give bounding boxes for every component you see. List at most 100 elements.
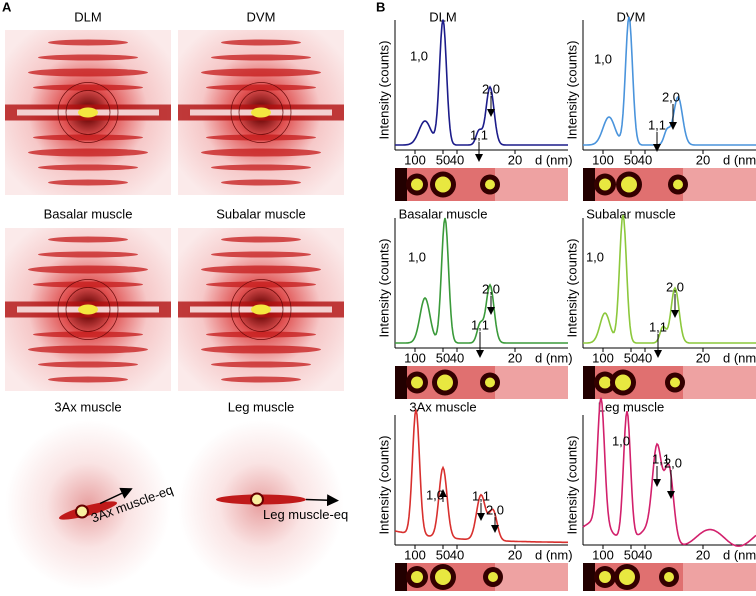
strip-image <box>395 366 568 399</box>
peak-label: 1,0 <box>426 487 444 502</box>
ring <box>65 90 111 135</box>
peak-label: 1,0 <box>408 249 426 264</box>
y-axis-label: Intensity (counts) <box>376 436 391 535</box>
x-tick-label: 40 <box>450 350 464 365</box>
center-spot <box>251 107 271 118</box>
layer-line <box>221 236 301 243</box>
x-axis-label: d (nm) <box>535 152 573 167</box>
profile-title: 3Ax muscle <box>409 399 476 414</box>
strip-spot <box>599 178 611 191</box>
layer-line <box>33 331 143 338</box>
x-tick-label: 20 <box>696 152 710 167</box>
panel-label: B <box>376 0 385 14</box>
profile-curve <box>583 214 756 344</box>
peak-label: 2,0 <box>482 81 500 96</box>
x-tick-label: 50 <box>436 350 450 365</box>
ring <box>57 82 119 143</box>
strip-fade <box>683 563 756 591</box>
strip-spot <box>619 569 635 585</box>
ring <box>238 90 284 135</box>
center-spot <box>78 304 98 315</box>
x-axis-label: d (nm) <box>723 350 756 365</box>
layer-line <box>211 361 311 368</box>
peak-label: 1,0 <box>594 51 612 66</box>
layer-line <box>33 134 143 141</box>
panel-label: A <box>2 0 12 14</box>
layer-line <box>38 164 138 171</box>
layer-line <box>48 179 128 186</box>
peak-label: 1,1 <box>470 127 488 142</box>
x-tick-label: 50 <box>624 547 638 562</box>
profile-curve <box>395 19 568 146</box>
peak-label: 2,0 <box>664 455 682 470</box>
layer-line <box>211 54 311 61</box>
layer-line <box>201 345 321 354</box>
image-bg <box>178 420 344 591</box>
layer-line <box>201 68 321 77</box>
strip-image <box>583 563 756 591</box>
profile-curve <box>583 16 756 146</box>
profile-curve <box>582 397 756 547</box>
strip-edge <box>583 168 595 201</box>
ring <box>65 287 111 332</box>
image-annotation: Leg muscle-eq <box>263 507 348 522</box>
strip-image <box>583 168 756 201</box>
x-tick-label: 50 <box>436 547 450 562</box>
image-title: 3Ax muscle <box>54 399 121 414</box>
peak-label: 1,1 <box>472 488 490 503</box>
peak-label: 1,1 <box>649 319 667 334</box>
peak-label: 2,0 <box>666 279 684 294</box>
peak-label: 2,0 <box>482 281 500 296</box>
profile-title: Leg muscle <box>598 399 664 414</box>
layer-line <box>211 164 311 171</box>
arrow <box>305 494 339 507</box>
strip-edge <box>395 563 407 591</box>
layer-line <box>28 265 148 274</box>
layer-line <box>221 179 301 186</box>
profile-curve <box>395 217 568 344</box>
peak-label: 1,0 <box>612 433 630 448</box>
layer-line <box>221 376 301 383</box>
peak-label: 1,0 <box>410 48 428 63</box>
strip-fade <box>495 168 568 201</box>
center-spot <box>78 107 98 118</box>
y-axis-label: Intensity (counts) <box>376 239 391 338</box>
layer-line <box>38 54 138 61</box>
strip-spot <box>664 572 674 582</box>
strip-spot <box>621 176 637 193</box>
image-title: DVM <box>247 9 276 24</box>
strip-spot <box>411 376 423 389</box>
x-tick-label: 40 <box>638 152 652 167</box>
peak-label: 2,0 <box>486 502 504 517</box>
peak-label: 1,0 <box>586 249 604 264</box>
x-tick-label: 100 <box>592 547 614 562</box>
strip-edge <box>395 168 407 201</box>
layer-line <box>206 331 316 338</box>
layer-line <box>206 84 316 91</box>
strip-spot <box>435 569 451 585</box>
strip-spot <box>411 178 423 191</box>
image-title: Subalar muscle <box>216 206 306 221</box>
strip-fade <box>495 563 568 591</box>
peak-label: 1,1 <box>471 317 489 332</box>
strip-image <box>583 366 756 399</box>
x-tick-label: 50 <box>436 152 450 167</box>
x-tick-label: 100 <box>404 547 426 562</box>
strip-image <box>395 168 568 201</box>
x-tick-label: 40 <box>638 547 652 562</box>
x-tick-label: 40 <box>638 350 652 365</box>
strip-spot <box>670 377 680 388</box>
layer-line <box>28 68 148 77</box>
x-axis-label: d (nm) <box>535 547 573 562</box>
diffraction-image <box>5 30 171 195</box>
peak-label: 1,1 <box>652 451 670 466</box>
peak-label: 1,1 <box>648 117 666 132</box>
strip-fade <box>683 168 756 201</box>
strip-spot <box>615 374 631 391</box>
strip-edge <box>395 366 407 399</box>
x-tick-label: 50 <box>624 350 638 365</box>
layer-line <box>38 361 138 368</box>
strip-spot <box>599 571 611 583</box>
y-axis-label: Intensity (counts) <box>564 239 579 338</box>
